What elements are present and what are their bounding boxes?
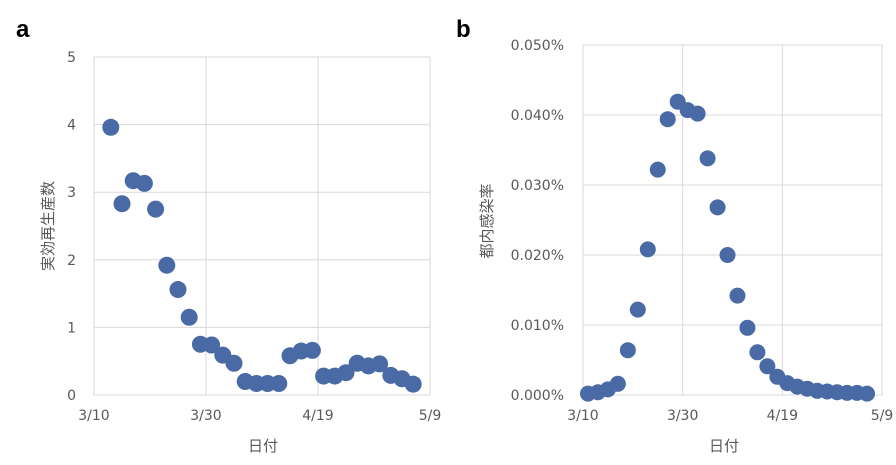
b-data-point <box>649 161 666 178</box>
chart-b-x-axis-title: 日付 <box>709 437 739 455</box>
a-data-point <box>158 256 176 274</box>
a-x-tick-label: 3/30 <box>190 408 221 424</box>
b-y-tick-label: 0.020% <box>511 248 564 264</box>
b-data-point <box>609 375 626 392</box>
b-data-point <box>759 358 776 375</box>
b-y-tick-label: 0.050% <box>511 38 564 54</box>
chart-a-y-tick-labels: 0 1 2 3 4 5 <box>67 50 76 404</box>
a-y-tick-label: 1 <box>67 320 76 336</box>
a-y-tick-label: 5 <box>67 50 76 66</box>
a-x-tick-label: 4/19 <box>302 408 333 424</box>
b-y-tick-label: 0.040% <box>511 108 564 124</box>
a-y-tick-label: 4 <box>67 118 76 134</box>
a-data-point <box>203 336 221 354</box>
a-data-point <box>180 308 198 326</box>
chart-b-series <box>579 93 876 402</box>
b-data-point <box>709 199 726 216</box>
chart-panel-a: 0 1 2 3 4 5 3/10 3/30 4/19 5/9 日付 実効再生産数 <box>39 50 441 455</box>
chart-b-y-tick-labels: 0.000% 0.010% 0.020% 0.030% 0.040% 0.050% <box>511 38 564 404</box>
b-x-tick-label: 5/9 <box>871 408 894 424</box>
a-data-point <box>225 354 243 372</box>
chart-a-y-axis-title: 実効再生産数 <box>39 181 57 271</box>
b-data-point <box>689 105 706 122</box>
a-data-point <box>102 118 120 136</box>
chart-b-x-tick-labels: 3/10 3/30 4/19 5/9 <box>567 408 893 424</box>
b-y-tick-label: 0.000% <box>511 388 564 404</box>
a-data-point <box>404 375 422 393</box>
a-data-point <box>147 200 165 218</box>
b-x-tick-label: 3/30 <box>667 408 698 424</box>
a-data-point <box>337 364 355 382</box>
a-data-point <box>270 375 288 393</box>
b-x-tick-label: 4/19 <box>767 408 798 424</box>
chart-b-y-axis-title: 都内感染率 <box>478 183 496 258</box>
chart-a-series <box>102 118 422 393</box>
chart-a-x-axis-title: 日付 <box>248 437 278 455</box>
b-data-point <box>659 111 676 128</box>
b-data-point <box>729 287 746 304</box>
a-data-point <box>371 355 389 373</box>
b-data-point <box>629 301 646 318</box>
b-data-point <box>739 319 756 336</box>
b-y-tick-label: 0.030% <box>511 178 564 194</box>
chart-a-gridlines <box>93 56 431 396</box>
b-data-point <box>859 385 876 402</box>
a-data-point <box>113 195 131 213</box>
a-x-tick-label: 3/10 <box>78 408 109 424</box>
b-data-point <box>699 150 716 167</box>
b-x-tick-label: 3/10 <box>567 408 598 424</box>
b-data-point <box>639 241 656 258</box>
b-data-point <box>749 344 766 361</box>
b-data-point <box>719 247 736 263</box>
a-y-tick-label: 3 <box>67 185 76 201</box>
a-data-point <box>169 281 187 299</box>
a-y-tick-label: 0 <box>67 388 76 404</box>
a-data-point <box>135 174 153 192</box>
a-y-tick-label: 2 <box>67 253 76 269</box>
panel-a-label: a <box>16 16 30 43</box>
b-data-point <box>619 342 636 359</box>
panel-b-label: b <box>456 16 471 43</box>
a-data-point <box>303 341 321 359</box>
a-x-tick-label: 5/9 <box>419 408 442 424</box>
chart-a-x-tick-labels: 3/10 3/30 4/19 5/9 <box>78 408 441 424</box>
b-y-tick-label: 0.010% <box>511 318 564 334</box>
chart-panel-b: 0.000% 0.010% 0.020% 0.030% 0.040% 0.050% 3/1… <box>478 38 893 455</box>
